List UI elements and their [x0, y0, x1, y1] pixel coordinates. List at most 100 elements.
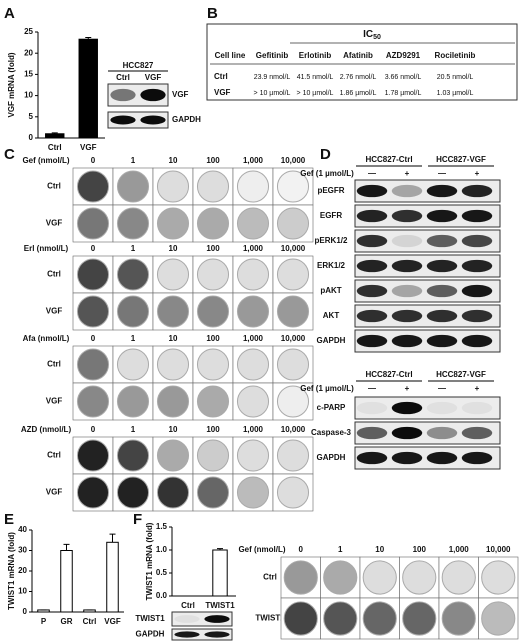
- row-label: VGF: [46, 488, 63, 497]
- dose-label: 1: [131, 244, 136, 253]
- colony-well: [276, 348, 310, 381]
- band: [426, 426, 458, 440]
- colony-well: [402, 560, 437, 595]
- colony-well: [236, 207, 270, 240]
- band-label: pERK1/2: [315, 236, 348, 245]
- sign-label: +: [475, 169, 480, 178]
- colony-well: [196, 258, 230, 291]
- dose-label: 100: [206, 156, 220, 165]
- band: [461, 451, 493, 465]
- colony-well: [362, 560, 397, 595]
- table-header: Cell line: [215, 51, 246, 60]
- band: [356, 284, 388, 298]
- band: [391, 401, 423, 415]
- colony-well: [236, 439, 270, 472]
- blot-strip: [354, 396, 501, 420]
- colony-well: [236, 295, 270, 328]
- y-tick-label: 20: [18, 566, 27, 575]
- panel-label: E: [4, 511, 14, 528]
- band: [391, 259, 423, 273]
- panel-label: B: [207, 5, 218, 22]
- y-tick-label: 0.5: [156, 568, 168, 577]
- band: [391, 309, 423, 323]
- colony-well: [481, 560, 516, 595]
- dose-label: 10: [169, 425, 178, 434]
- colony-well: [196, 207, 230, 240]
- sign-label: +: [405, 384, 410, 393]
- panel-label: A: [4, 5, 15, 22]
- band: [461, 209, 493, 223]
- table-title-main: IC: [363, 29, 373, 40]
- dose-label: 0: [91, 156, 96, 165]
- treatment-label: Gef (nmol/L): [238, 545, 285, 554]
- band-label: GAPDH: [317, 336, 346, 345]
- y-tick-label: 25: [24, 27, 33, 36]
- band: [174, 615, 200, 623]
- band: [356, 334, 388, 348]
- band-label: AKT: [323, 311, 340, 320]
- panel-label: F: [133, 511, 142, 528]
- dose-label: 1,000: [243, 425, 264, 434]
- bar: [78, 38, 98, 139]
- band-label: GAPDH: [172, 115, 201, 124]
- panel-label: D: [320, 146, 331, 163]
- dose-label: 1: [131, 156, 136, 165]
- band: [461, 401, 493, 415]
- band-label: pAKT: [320, 286, 341, 295]
- dose-label: 100: [206, 244, 220, 253]
- band: [426, 284, 458, 298]
- error-bar: [51, 132, 58, 134]
- y-tick-label: 0: [23, 607, 28, 616]
- group-label: HCC827-Ctrl: [365, 155, 412, 164]
- colony-well: [276, 207, 310, 240]
- colony-well: [196, 476, 230, 509]
- colony-well: [362, 601, 397, 636]
- row-label: VGF: [46, 397, 63, 406]
- band-label: ERK1/2: [317, 261, 346, 270]
- table-cell: > 10 µmol/L: [297, 90, 334, 97]
- colony-well: [116, 476, 150, 509]
- band-label: GAPDH: [136, 630, 165, 639]
- x-tick-label: Ctrl: [181, 601, 195, 610]
- x-tick-label: VGF: [104, 617, 121, 626]
- band: [426, 401, 458, 415]
- sign-label: —: [368, 384, 376, 393]
- dose-label: 10: [169, 334, 178, 343]
- colony-well: [196, 295, 230, 328]
- band: [110, 115, 136, 125]
- panel-label: C: [4, 146, 15, 163]
- dose-label: 1,000: [243, 156, 264, 165]
- band: [461, 426, 493, 440]
- colony-well: [196, 170, 230, 203]
- colony-well: [156, 207, 190, 240]
- dose-label: 0: [91, 244, 96, 253]
- colony-well: [76, 207, 110, 240]
- sign-label: —: [438, 384, 446, 393]
- band: [356, 184, 388, 198]
- sign-label: —: [438, 169, 446, 178]
- table-cell: 20.5 nmol/L: [437, 74, 474, 81]
- band: [356, 401, 388, 415]
- colony-well: [76, 385, 110, 418]
- colony-well: [116, 295, 150, 328]
- band: [426, 309, 458, 323]
- dose-label: 10: [375, 545, 384, 554]
- group-label: HCC827-VGF: [436, 155, 486, 164]
- colony-well: [276, 258, 310, 291]
- band: [426, 334, 458, 348]
- lane-label: Ctrl: [116, 73, 130, 82]
- table-cell: 41.5 nmol/L: [297, 74, 334, 81]
- colony-well: [283, 560, 318, 595]
- y-axis-label: TWIST1 mRNA (fold): [145, 522, 154, 600]
- colony-well: [236, 170, 270, 203]
- band-label: TWIST1: [135, 614, 165, 623]
- treatment-label: Afa (nmol/L): [23, 334, 70, 343]
- band-label: c-PARP: [317, 403, 346, 412]
- colony-well: [196, 439, 230, 472]
- y-tick-label: 40: [18, 525, 27, 534]
- band: [204, 631, 230, 638]
- colony-well: [276, 170, 310, 203]
- row-label: Ctrl: [47, 182, 61, 191]
- colony-well: [441, 601, 476, 636]
- dose-label: 1,000: [243, 334, 264, 343]
